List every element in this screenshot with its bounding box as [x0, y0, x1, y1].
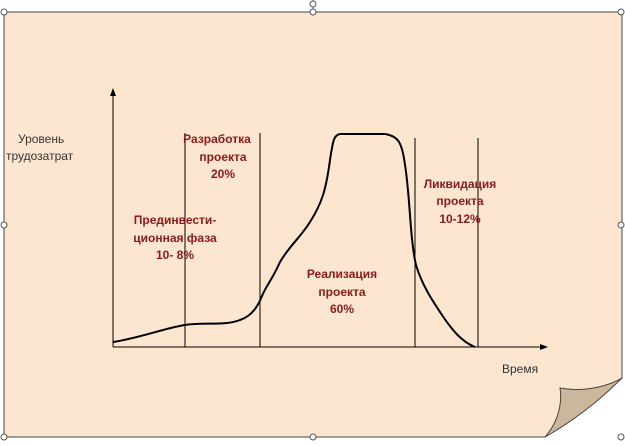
axes: [112, 94, 542, 348]
phase-label: 10-12%: [439, 212, 481, 226]
y-label: трудозатрат: [6, 149, 74, 163]
x-label: Время: [502, 362, 538, 376]
phase-label: проекта: [436, 194, 483, 208]
phase-label: Ликвидация: [424, 177, 497, 191]
phase-label: 20%: [211, 167, 235, 181]
phase-label: Прединвести-: [134, 213, 217, 227]
phase-label: Разработка: [183, 132, 251, 146]
labor-curve: [112, 133, 476, 348]
phase-label: 60%: [330, 302, 354, 316]
phase-label: проекта: [318, 285, 365, 299]
phase-label: ционная фаза: [133, 231, 217, 245]
phase-label: 10- 8%: [156, 248, 194, 262]
phase-label: Реализация: [307, 267, 377, 281]
page-curl: [544, 377, 623, 438]
phase-label: проекта: [199, 150, 246, 164]
y-label: Уровень: [18, 132, 64, 146]
